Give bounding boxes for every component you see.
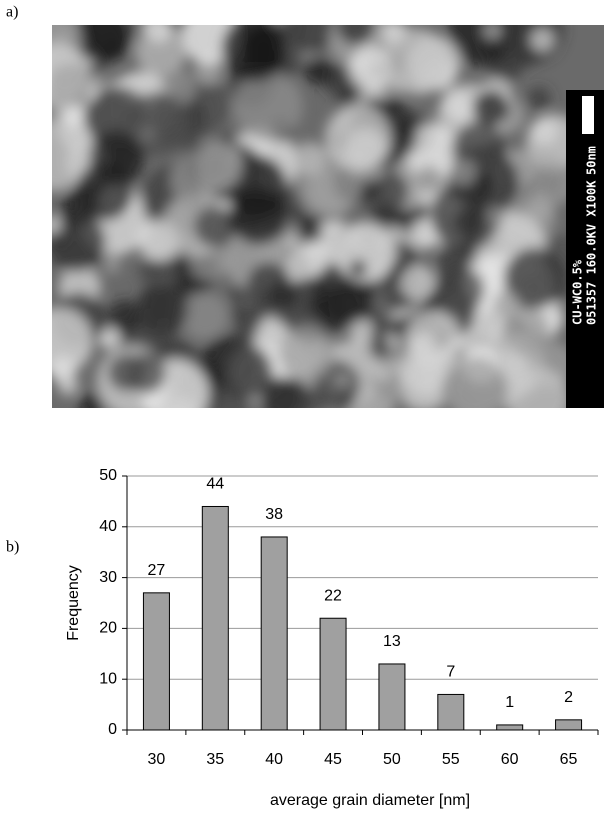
texture-blob [400,265,435,300]
texture-blob [486,205,505,224]
x-axis-title: average grain diameter [nm] [270,792,470,809]
texture-blob [25,44,90,109]
texture-blob [229,187,287,245]
texture-blob [350,260,367,277]
texture-blob [194,206,236,248]
chart: 0 10 20 30 40 50 30 27 35 44 40 38 45 22 50 13 55 7 60 1 65 2 [99,467,598,768]
bar [379,664,405,730]
texture-blob [135,283,187,335]
texture-blob [493,290,521,318]
page: {"panel_labels": ["a)", "b)"], "microgra… [0,0,608,814]
texture-blob [416,166,442,192]
texture-blob [58,375,79,396]
x-tick-label: 45 [324,751,342,768]
texture-blob [449,159,477,187]
texture-blob [267,281,296,310]
texture-blob [218,344,272,398]
data-label: 13 [383,633,401,650]
texture-blob [303,57,331,85]
texture-blob [221,15,287,81]
texture-blob [454,207,485,238]
x-tick-label: 50 [383,751,401,768]
texture-blob [299,220,322,243]
texture-blob [194,142,242,190]
bar [202,506,228,730]
texture-blob [26,307,93,374]
bar [261,537,287,730]
texture-blob [337,7,375,45]
bar [320,618,346,730]
texture-blob [436,266,485,315]
x-tick-label: 35 [206,751,224,768]
data-label: 7 [446,664,455,681]
texture-blob [325,105,391,171]
panel-label: a) [6,4,18,21]
data-label: 44 [206,476,224,493]
x-tick-label: 30 [148,751,166,768]
texture-blob [142,14,170,42]
x-tick-label: 60 [501,751,519,768]
y-tick-label: 0 [108,721,117,738]
x-tick-label: 55 [442,751,460,768]
texture-blob [79,12,127,60]
texture-blob [43,216,62,235]
texture-blob [292,142,326,176]
y-tick-label: 10 [99,670,117,687]
texture-blob [369,337,393,361]
texture-blob [181,292,228,339]
texture-blob [283,233,299,249]
data-label: 27 [148,562,166,579]
texture-blob [506,367,570,431]
texture-blob [334,371,351,388]
figure: a) b) CU-WC0.5% 051357 160.0KV X100K 50n… [0,0,608,814]
scale-bar [582,96,594,134]
data-label: 2 [564,689,573,706]
texture-blob [125,353,166,394]
x-tick-label: 65 [560,751,578,768]
texture-blob [527,87,550,110]
data-label: 1 [505,694,514,711]
texture-blob [104,257,121,274]
scale-label: 50nm [585,146,599,175]
texture-blob [301,390,331,420]
y-axis-title: Frequency [65,565,82,641]
texture-blob [483,21,501,39]
caption-line: CU-WC0.5% [571,259,585,325]
texture-blob [90,131,145,186]
texture-blob [432,330,452,350]
y-tick-label: 40 [99,518,117,535]
texture-blob [279,326,335,382]
caption-line: 051357 160.0KV X100K [585,180,599,325]
data-label: 38 [265,506,283,523]
bar [556,720,582,730]
bar [438,694,464,730]
y-tick-label: 30 [99,569,117,586]
texture-blob [382,28,448,94]
micrograph: CU-WC0.5% 051357 160.0KV X100K 50nm [19,0,604,431]
texture-blob [530,28,553,51]
panel-label: b) [6,539,19,556]
data-label: 22 [324,587,342,604]
bar [143,593,169,730]
y-tick-label: 50 [99,467,117,484]
texture-blob [335,390,355,410]
texture-blob [473,90,509,126]
x-tick-label: 40 [265,751,283,768]
y-tick-label: 20 [99,620,117,637]
bar [497,725,523,730]
texture-blob [444,358,508,422]
texture-blob [233,71,303,141]
